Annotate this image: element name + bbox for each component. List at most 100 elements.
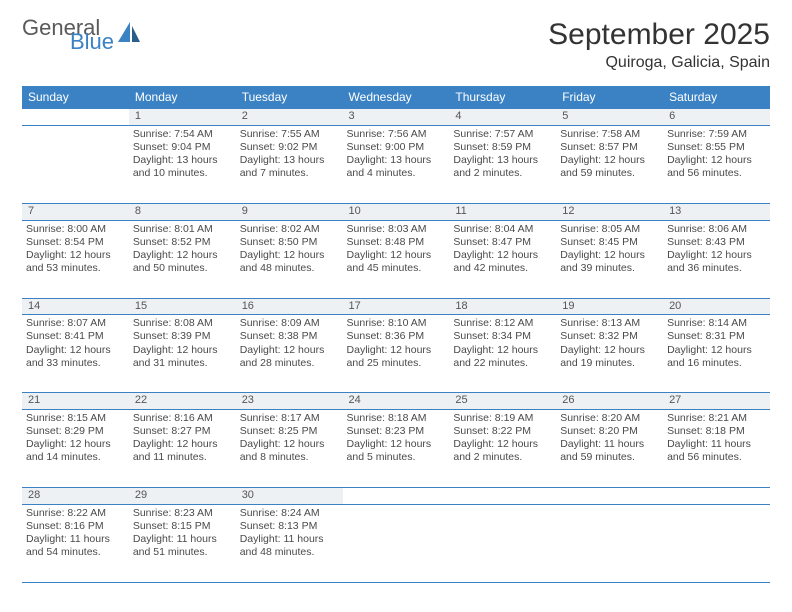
day-header: Monday bbox=[129, 86, 236, 109]
day-cell: Sunrise: 8:14 AMSunset: 8:31 PMDaylight:… bbox=[663, 315, 770, 393]
day-number: 30 bbox=[236, 488, 343, 505]
day-detail-line: Daylight: 12 hours and 59 minutes. bbox=[560, 154, 659, 180]
day-detail-line: Sunrise: 8:02 AM bbox=[240, 223, 339, 236]
day-cell: Sunrise: 7:59 AMSunset: 8:55 PMDaylight:… bbox=[663, 125, 770, 203]
day-detail-line: Sunset: 8:25 PM bbox=[240, 425, 339, 438]
day-detail-line: Sunrise: 8:06 AM bbox=[667, 223, 766, 236]
day-number: 20 bbox=[663, 298, 770, 315]
day-detail-line: Sunset: 8:13 PM bbox=[240, 520, 339, 533]
day-cell: Sunrise: 8:22 AMSunset: 8:16 PMDaylight:… bbox=[22, 504, 129, 582]
day-header: Wednesday bbox=[343, 86, 450, 109]
day-detail-line: Sunset: 8:41 PM bbox=[26, 330, 125, 343]
day-detail-line: Sunrise: 8:15 AM bbox=[26, 412, 125, 425]
day-detail-line: Daylight: 12 hours and 16 minutes. bbox=[667, 344, 766, 370]
day-detail-line: Daylight: 12 hours and 39 minutes. bbox=[560, 249, 659, 275]
day-detail-line: Daylight: 12 hours and 8 minutes. bbox=[240, 438, 339, 464]
day-detail-line: Sunrise: 7:57 AM bbox=[453, 128, 552, 141]
day-header: Tuesday bbox=[236, 86, 343, 109]
day-cell: Sunrise: 8:10 AMSunset: 8:36 PMDaylight:… bbox=[343, 315, 450, 393]
day-number: 5 bbox=[556, 109, 663, 126]
day-detail-line: Sunrise: 8:16 AM bbox=[133, 412, 232, 425]
daynum-row: 21222324252627 bbox=[22, 393, 770, 410]
day-detail-line: Sunset: 9:02 PM bbox=[240, 141, 339, 154]
day-detail-line: Sunset: 8:54 PM bbox=[26, 236, 125, 249]
day-number bbox=[663, 488, 770, 505]
day-number: 10 bbox=[343, 203, 450, 220]
day-detail-line: Sunset: 9:04 PM bbox=[133, 141, 232, 154]
day-detail-line: Sunset: 8:31 PM bbox=[667, 330, 766, 343]
day-number: 11 bbox=[449, 203, 556, 220]
day-detail-line: Sunrise: 8:07 AM bbox=[26, 317, 125, 330]
day-cell: Sunrise: 7:56 AMSunset: 9:00 PMDaylight:… bbox=[343, 125, 450, 203]
day-detail-line: Sunset: 8:36 PM bbox=[347, 330, 446, 343]
day-number bbox=[556, 488, 663, 505]
day-cell: Sunrise: 8:02 AMSunset: 8:50 PMDaylight:… bbox=[236, 220, 343, 298]
day-number: 19 bbox=[556, 298, 663, 315]
day-number: 8 bbox=[129, 203, 236, 220]
day-header: Friday bbox=[556, 86, 663, 109]
day-detail-line: Sunset: 8:27 PM bbox=[133, 425, 232, 438]
day-cell bbox=[556, 504, 663, 582]
week-row: Sunrise: 8:07 AMSunset: 8:41 PM Daylight:… bbox=[22, 315, 770, 393]
day-detail-line: Sunrise: 8:23 AM bbox=[133, 507, 232, 520]
day-cell: Sunrise: 8:12 AMSunset: 8:34 PMDaylight:… bbox=[449, 315, 556, 393]
day-cell: Sunrise: 7:54 AMSunset: 9:04 PMDaylight:… bbox=[129, 125, 236, 203]
daynum-row: 282930 bbox=[22, 488, 770, 505]
day-detail-line: Sunset: 8:43 PM bbox=[667, 236, 766, 249]
day-detail-line: Sunrise: 8:17 AM bbox=[240, 412, 339, 425]
day-cell: Sunrise: 7:55 AMSunset: 9:02 PMDaylight:… bbox=[236, 125, 343, 203]
day-cell: Sunrise: 8:08 AMSunset: 8:39 PMDaylight:… bbox=[129, 315, 236, 393]
day-detail-line: Sunset: 8:50 PM bbox=[240, 236, 339, 249]
day-cell: Sunrise: 8:09 AMSunset: 8:38 PMDaylight:… bbox=[236, 315, 343, 393]
week-row: Sunrise: 7:54 AMSunset: 9:04 PM Daylight:… bbox=[22, 125, 770, 203]
month-title: September 2025 bbox=[548, 18, 770, 52]
day-detail-line: Sunrise: 7:58 AM bbox=[560, 128, 659, 141]
day-number: 17 bbox=[343, 298, 450, 315]
day-cell: Sunrise: 8:19 AMSunset: 8:22 PMDaylight:… bbox=[449, 410, 556, 488]
day-detail-line: Daylight: 12 hours and 31 minutes. bbox=[133, 344, 232, 370]
day-cell: Sunrise: 8:17 AMSunset: 8:25 PMDaylight:… bbox=[236, 410, 343, 488]
day-number: 6 bbox=[663, 109, 770, 126]
day-detail-line: Daylight: 13 hours and 2 minutes. bbox=[453, 154, 552, 180]
day-cell bbox=[449, 504, 556, 582]
day-detail-line: Sunset: 8:20 PM bbox=[560, 425, 659, 438]
day-cell bbox=[663, 504, 770, 582]
day-detail-line: Daylight: 12 hours and 42 minutes. bbox=[453, 249, 552, 275]
week-row: Sunrise: 8:00 AMSunset: 8:54 PMDaylight:… bbox=[22, 220, 770, 298]
day-detail-line: Sunrise: 8:21 AM bbox=[667, 412, 766, 425]
day-detail-line: Daylight: 12 hours and 2 minutes. bbox=[453, 438, 552, 464]
week-row: Sunrise: 8:22 AMSunset: 8:16 PMDaylight:… bbox=[22, 504, 770, 582]
day-cell: Sunrise: 7:58 AMSunset: 8:57 PMDaylight:… bbox=[556, 125, 663, 203]
day-cell: Sunrise: 8:06 AMSunset: 8:43 PMDaylight:… bbox=[663, 220, 770, 298]
day-detail-line: Sunrise: 7:59 AM bbox=[667, 128, 766, 141]
day-detail-line: Sunset: 8:34 PM bbox=[453, 330, 552, 343]
day-number: 3 bbox=[343, 109, 450, 126]
day-detail-line: Daylight: 12 hours and 5 minutes. bbox=[347, 438, 446, 464]
day-cell: Sunrise: 8:23 AMSunset: 8:15 PMDaylight:… bbox=[129, 504, 236, 582]
day-detail-line: Daylight: 12 hours and 11 minutes. bbox=[133, 438, 232, 464]
day-detail-line: Daylight: 12 hours and 50 minutes. bbox=[133, 249, 232, 275]
day-number: 27 bbox=[663, 393, 770, 410]
day-detail-line: Daylight: 11 hours and 48 minutes. bbox=[240, 533, 339, 559]
day-cell bbox=[343, 504, 450, 582]
day-number: 16 bbox=[236, 298, 343, 315]
day-detail-line: Sunrise: 8:01 AM bbox=[133, 223, 232, 236]
day-cell: Sunrise: 8:21 AMSunset: 8:18 PMDaylight:… bbox=[663, 410, 770, 488]
sail-icon bbox=[116, 20, 142, 49]
day-number bbox=[343, 488, 450, 505]
day-number: 22 bbox=[129, 393, 236, 410]
day-detail-line: Sunrise: 8:04 AM bbox=[453, 223, 552, 236]
day-detail-line: Sunrise: 7:54 AM bbox=[133, 128, 232, 141]
calendar-table: SundayMondayTuesdayWednesdayThursdayFrid… bbox=[22, 86, 770, 583]
day-detail-line: Daylight: 12 hours and 14 minutes. bbox=[26, 438, 125, 464]
day-number: 2 bbox=[236, 109, 343, 126]
day-detail-line: Daylight: 12 hours and 19 minutes. bbox=[560, 344, 659, 370]
day-cell: Sunrise: 8:15 AMSunset: 8:29 PMDaylight:… bbox=[22, 410, 129, 488]
day-number: 18 bbox=[449, 298, 556, 315]
day-number: 26 bbox=[556, 393, 663, 410]
day-detail-line: Sunrise: 8:22 AM bbox=[26, 507, 125, 520]
day-cell bbox=[22, 125, 129, 203]
day-detail-line: Sunrise: 8:14 AM bbox=[667, 317, 766, 330]
brand-part2: Blue bbox=[70, 32, 114, 52]
day-cell: Sunrise: 7:57 AMSunset: 8:59 PMDaylight:… bbox=[449, 125, 556, 203]
